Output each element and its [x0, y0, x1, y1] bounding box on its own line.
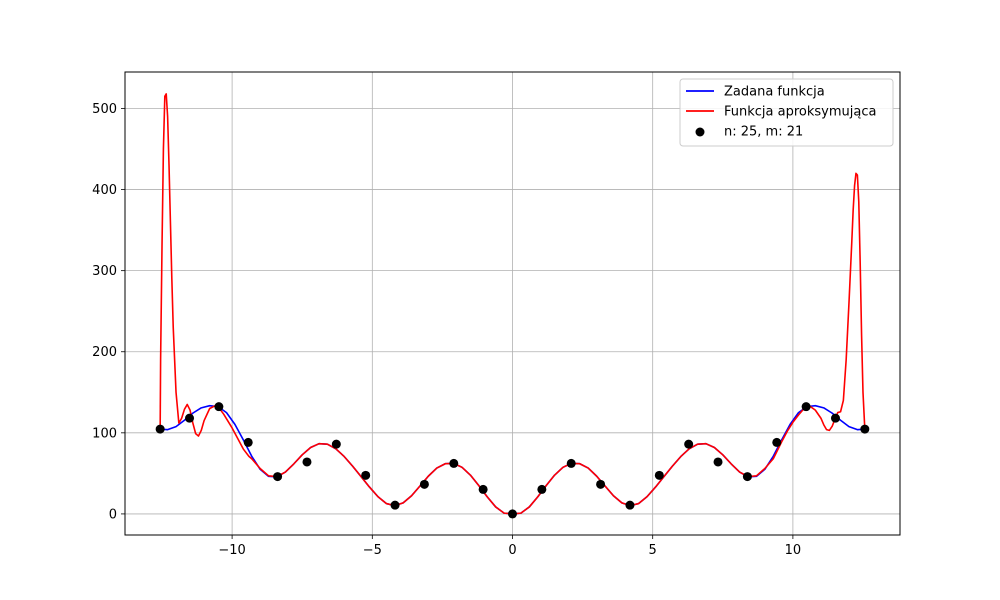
sample-point — [830, 413, 840, 423]
sample-point — [508, 509, 517, 519]
x-tick-label: 0 — [508, 543, 516, 558]
sample-point — [419, 479, 429, 489]
x-tick-label: −5 — [363, 543, 382, 558]
sample-point — [302, 457, 312, 467]
y-tick-label: 300 — [92, 264, 117, 279]
sample-point — [185, 413, 195, 423]
legend-swatch-marker — [695, 127, 705, 137]
sample-point — [772, 437, 782, 447]
sample-point — [596, 479, 606, 489]
sample-point — [625, 500, 635, 510]
sample-point — [243, 437, 253, 447]
sample-point — [361, 470, 371, 480]
sample-point — [742, 472, 752, 482]
legend-label: Funkcja aproksymująca — [724, 105, 876, 120]
legend-box — [679, 78, 894, 147]
sample-point — [684, 439, 694, 449]
sample-point — [449, 458, 459, 468]
sample-point — [713, 457, 723, 467]
y-tick-label: 500 — [92, 102, 117, 117]
legend-label: Zadana funkcja — [724, 85, 825, 100]
legend-label: n: 25, m: 21 — [724, 125, 803, 140]
sample-point — [390, 500, 400, 510]
sample-point — [214, 402, 224, 412]
plot-series — [155, 93, 870, 519]
sample-point — [273, 472, 283, 482]
sample-point — [654, 470, 664, 480]
y-tick-label: 400 — [92, 183, 117, 198]
sample-point — [801, 402, 811, 412]
sample-point — [860, 424, 870, 434]
sample-point — [566, 458, 576, 468]
sample-point — [331, 439, 341, 449]
sample-point — [537, 484, 547, 494]
x-tick-label: 5 — [649, 543, 657, 558]
y-tick-label: 0 — [109, 507, 117, 522]
x-tick-label: −10 — [218, 543, 245, 558]
x-tick-label: 10 — [785, 543, 802, 558]
legend: Zadana funkcja Funkcja aproksymująca n: 25… — [679, 78, 894, 147]
sample-point — [155, 424, 165, 434]
y-tick-label: 200 — [92, 345, 117, 360]
y-tick-label: 100 — [92, 426, 117, 441]
sample-point — [478, 484, 488, 494]
